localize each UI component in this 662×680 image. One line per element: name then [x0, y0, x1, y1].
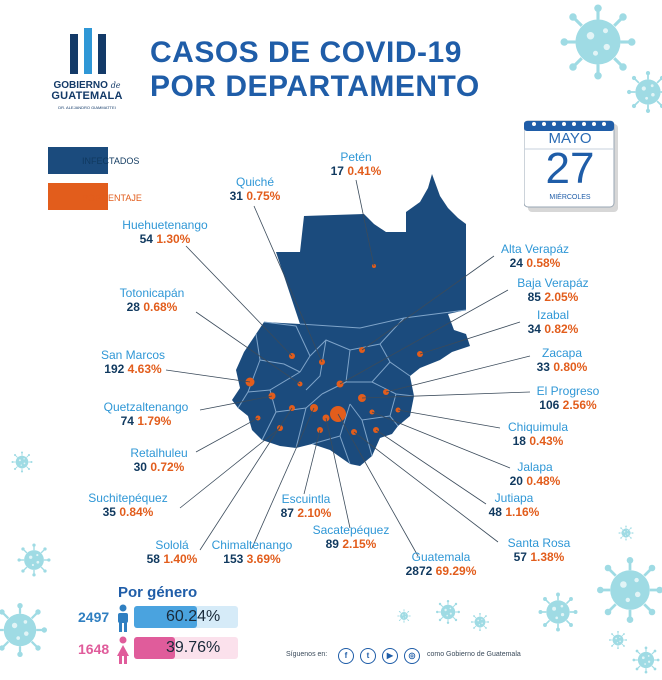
label-jalapa: Jalapa 20 0.48% [509, 460, 561, 488]
male-percent: 60.24% [166, 608, 221, 625]
label-guatemala: Guatemala 2872 69.29% [405, 550, 477, 578]
follow-label: Síguenos en: [286, 651, 328, 658]
twitter-icon[interactable]: t [360, 648, 376, 664]
female-count: 1648 [78, 641, 110, 657]
instagram-icon[interactable]: ◎ [404, 648, 420, 664]
government-logo-icon [70, 28, 106, 74]
label-suchitepequez: Suchitepéquez 35 0.84% [88, 491, 168, 519]
label-sacatepequez: Sacatepéquez 89 2.15% [312, 523, 390, 551]
label-izabal: Izabal 34 0.82% [527, 308, 579, 336]
label-chimaltenango: Chimaltenango 153 3.69% [211, 538, 293, 566]
facebook-icon[interactable]: f [338, 648, 354, 664]
logo-de: de [110, 81, 121, 90]
label-solola: Sololá 58 1.40% [146, 538, 198, 566]
female-icon [117, 636, 129, 664]
calendar-day: 27 [545, 144, 595, 193]
calendar-month: MAYO [548, 130, 592, 147]
calendar-icon [524, 120, 618, 212]
government-logo-text: GOBIERNO de GUATEMALA [46, 80, 128, 102]
label-quiche: Quiché 31 0.75% [229, 175, 281, 203]
label-huehuetenango: Huehuetenango 54 1.30% [122, 218, 208, 246]
label-el-progreso: El Progreso 106 2.56% [536, 384, 600, 412]
female-bar-fill [134, 637, 176, 659]
male-bar-fill [134, 606, 197, 628]
female-bar-track: 39.76% [134, 637, 238, 659]
male-count: 2497 [78, 609, 110, 625]
legend-percent-swatch [48, 183, 108, 210]
page-title: CASOS DE COVID-19 POR DEPARTAMENTO [150, 36, 510, 104]
footer-as-label: como Gobierno de Guatemala [427, 651, 521, 658]
gender-title: Por género [118, 584, 198, 601]
label-santa-rosa: Santa Rosa 57 1.38% [507, 536, 571, 564]
youtube-icon[interactable]: ▶ [382, 648, 398, 664]
label-totonicapan: Totonicapán 28 0.68% [119, 286, 185, 314]
label-peten: Petén 17 0.41% [330, 150, 382, 178]
label-zacapa: Zacapa 33 0.80% [536, 346, 588, 374]
male-icon [118, 604, 128, 632]
legend-percent-label: PORCENTAJE [82, 193, 142, 203]
label-baja-verapaz: Baja Verapáz 85 2.05% [517, 276, 589, 304]
label-san-marcos: San Marcos 192 4.63% [100, 348, 166, 376]
female-percent: 39.76% [166, 639, 221, 656]
calendar-weekday: MIÉRCOLES [549, 194, 591, 201]
map-outline [232, 174, 470, 466]
label-jutiapa: Jutiapa 48 1.16% [488, 491, 540, 519]
footer: Síguenos en: [286, 651, 327, 658]
logo-line2: GUATEMALA [51, 90, 123, 102]
label-escuintla: Escuintla 87 2.10% [280, 492, 332, 520]
logo-subtitle: DR. ALEJANDRO GIAMMATTEI [58, 105, 116, 110]
title-line2: POR DEPARTAMENTO [150, 70, 480, 103]
title-line1: CASOS DE COVID-19 [150, 36, 462, 69]
male-bar-track: 60.24% [134, 606, 238, 628]
legend-infected-label: INFECTADOS [82, 156, 140, 166]
label-retalhuleu: Retalhuleu 30 0.72% [130, 446, 188, 474]
legend-infected-swatch [48, 147, 108, 174]
label-alta-verapaz: Alta Verapáz 24 0.58% [500, 242, 570, 270]
calendar: MAYO 27 MIÉRCOLES [524, 118, 620, 213]
logo-line1: GOBIERNO [53, 80, 108, 91]
label-quetzaltenango: Quetzaltenango 74 1.79% [103, 400, 189, 428]
label-chiquimula: Chiquimula 18 0.43% [507, 420, 569, 448]
